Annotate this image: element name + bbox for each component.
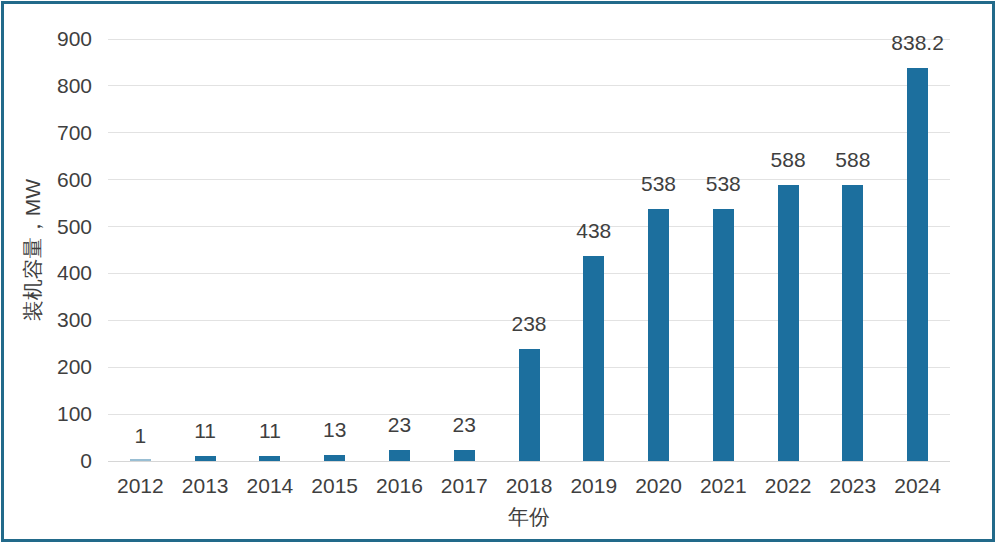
y-axis-title: 装机容量，MW — [21, 179, 45, 321]
y-tick-label: 100 — [22, 401, 92, 427]
gridline — [108, 226, 950, 227]
y-tick-label: 200 — [22, 354, 92, 380]
bar — [583, 256, 604, 461]
bar — [454, 450, 475, 461]
y-tick-label: 800 — [22, 73, 92, 99]
data-label: 438 — [539, 220, 649, 242]
bar — [713, 209, 734, 461]
y-tick-label: 0 — [22, 448, 92, 474]
x-axis-title: 年份 — [409, 505, 649, 529]
bar — [907, 68, 928, 461]
bar — [324, 455, 345, 461]
data-label: 588 — [798, 149, 908, 171]
gridline — [108, 273, 950, 274]
gridline — [108, 179, 950, 180]
y-tick-label: 600 — [22, 167, 92, 193]
y-tick-label: 900 — [22, 26, 92, 52]
y-tick-label: 500 — [22, 214, 92, 240]
chart-figure: 装机容量，MW 0100200300400500600700800900 111… — [0, 0, 1000, 548]
gridline — [108, 39, 950, 40]
bar — [259, 456, 280, 461]
data-label: 538 — [668, 173, 778, 195]
gridline — [108, 85, 950, 86]
bar — [778, 185, 799, 461]
bar — [842, 185, 863, 461]
bar — [195, 456, 216, 461]
bar — [648, 209, 669, 461]
gridline — [108, 132, 950, 133]
data-label: 838.2 — [863, 32, 973, 54]
bar — [130, 459, 151, 461]
bar — [519, 349, 540, 461]
y-tick-label: 400 — [22, 260, 92, 286]
data-label: 238 — [474, 313, 584, 335]
y-tick-label: 700 — [22, 120, 92, 146]
bar — [389, 450, 410, 461]
y-tick-label: 300 — [22, 307, 92, 333]
data-label: 23 — [409, 414, 519, 436]
x-tick-label: 2024 — [863, 474, 973, 498]
